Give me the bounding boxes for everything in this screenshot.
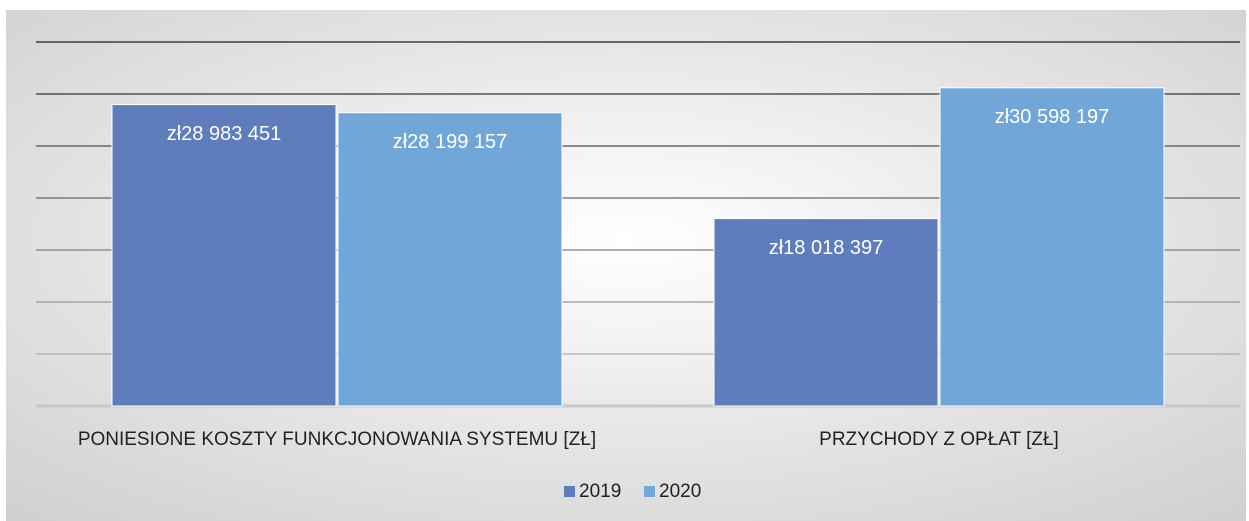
bar bbox=[111, 104, 337, 407]
legend-label: 2019 bbox=[579, 481, 621, 502]
x-tick-label: PRZYCHODY Z OPŁAT [ZŁ] bbox=[819, 429, 1059, 450]
data-label: zł28 199 157 bbox=[393, 131, 508, 153]
data-label: zł28 983 451 bbox=[167, 123, 282, 145]
x-tick-label: PONIESIONE KOSZTY FUNKCJONOWANIA SYSTEMU… bbox=[78, 429, 596, 450]
bar bbox=[337, 112, 563, 407]
data-label: zł18 018 397 bbox=[769, 237, 884, 259]
legend-swatch bbox=[564, 486, 575, 497]
bar bbox=[713, 218, 939, 407]
legend-label: 2020 bbox=[659, 481, 701, 502]
legend-swatch bbox=[644, 486, 655, 497]
data-label: zł30 598 197 bbox=[995, 106, 1110, 128]
bar bbox=[939, 87, 1165, 407]
